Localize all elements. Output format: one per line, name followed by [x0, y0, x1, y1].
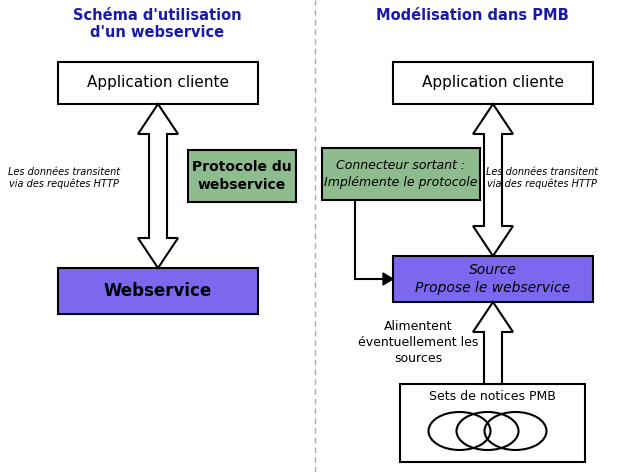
Bar [322, 148, 480, 200]
Polygon shape [383, 273, 393, 285]
Text: Connecteur sortant :
Implémente le protocole: Connecteur sortant : Implémente le proto… [324, 159, 478, 189]
Text: Les données transitent
via des requêtes HTTP: Les données transitent via des requêtes … [486, 167, 598, 189]
Bar [393, 62, 593, 104]
Text: Application cliente: Application cliente [87, 76, 229, 91]
Text: Webservice: Webservice [104, 282, 212, 300]
Bar [58, 268, 258, 314]
Text: Alimentent
éventuellement les
sources: Alimentent éventuellement les sources [358, 320, 478, 365]
Text: Les données transitent
via des requêtes HTTP: Les données transitent via des requêtes … [8, 167, 120, 189]
Text: Sets de notices PMB: Sets de notices PMB [429, 390, 556, 404]
Bar [400, 384, 585, 462]
Bar [58, 62, 258, 104]
Text: Source
Propose le webservice: Source Propose le webservice [415, 263, 571, 295]
Polygon shape [473, 104, 513, 256]
Polygon shape [473, 302, 513, 384]
Text: Application cliente: Application cliente [422, 76, 564, 91]
Text: Schéma d'utilisation
d'un webservice: Schéma d'utilisation d'un webservice [72, 8, 241, 41]
Bar [188, 150, 296, 202]
Text: Modélisation dans PMB: Modélisation dans PMB [375, 8, 568, 23]
Bar [393, 256, 593, 302]
Polygon shape [138, 104, 178, 268]
Text: Protocole du
webservice: Protocole du webservice [192, 160, 292, 192]
